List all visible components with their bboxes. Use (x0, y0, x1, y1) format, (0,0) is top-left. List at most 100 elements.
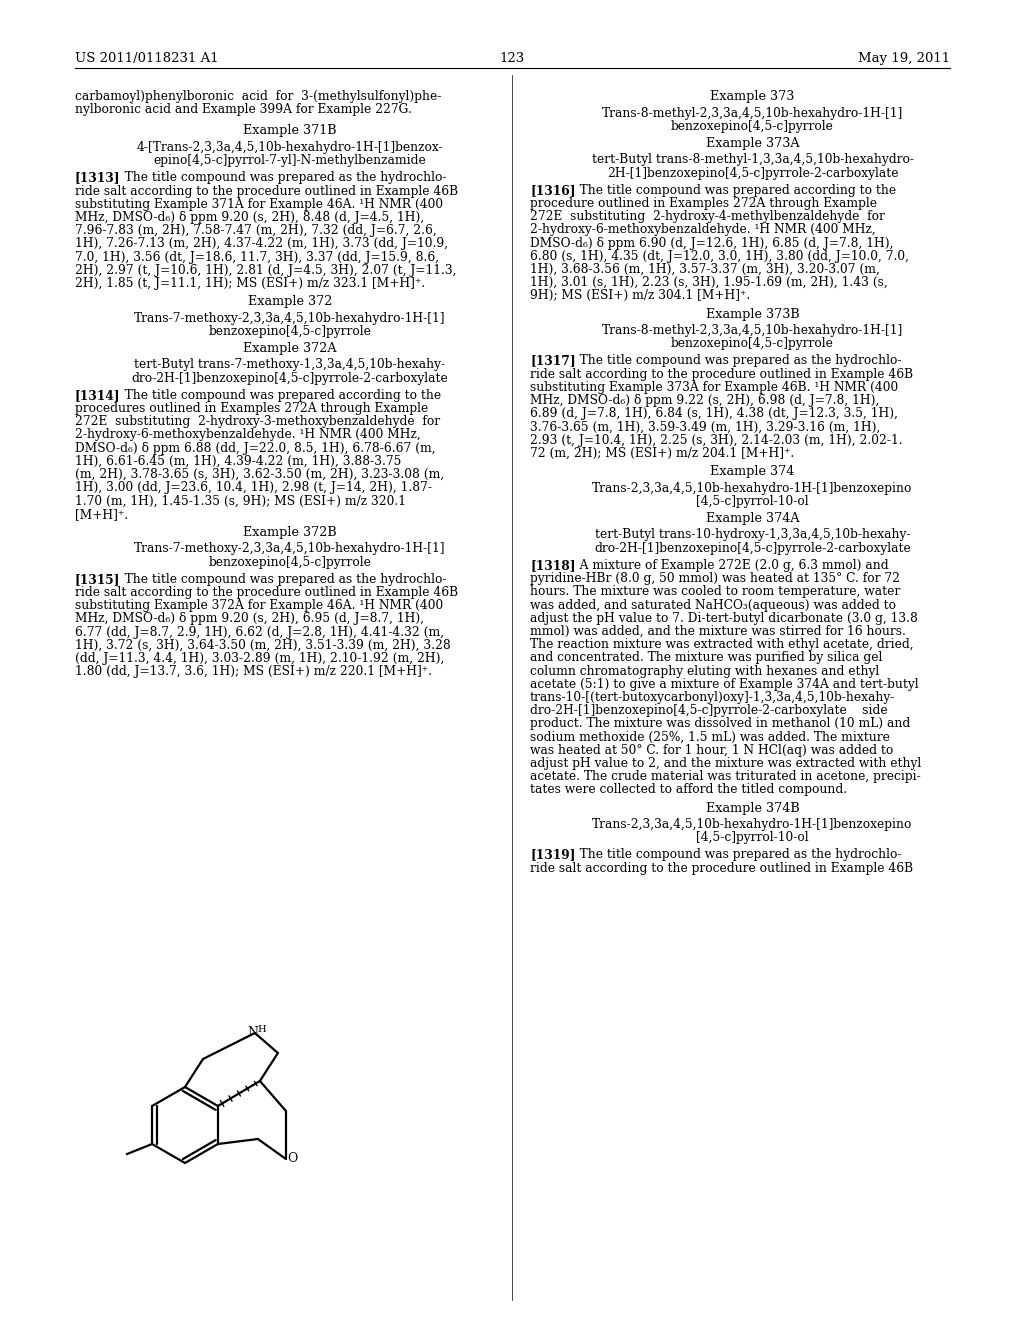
Text: 6.77 (dd, J=8.7, 2.9, 1H), 6.62 (d, J=2.8, 1H), 4.41-4.32 (m,: 6.77 (dd, J=8.7, 2.9, 1H), 6.62 (d, J=2.… (75, 626, 444, 639)
Text: Example 371B: Example 371B (244, 124, 337, 137)
Text: 1H), 6.61-6.45 (m, 1H), 4.39-4.22 (m, 1H), 3.88-3.75: 1H), 6.61-6.45 (m, 1H), 4.39-4.22 (m, 1H… (75, 455, 401, 467)
Text: The reaction mixture was extracted with ethyl acetate, dried,: The reaction mixture was extracted with … (530, 638, 913, 651)
Text: acetate (5:1) to give a mixture of Example 374A and tert-butyl: acetate (5:1) to give a mixture of Examp… (530, 677, 919, 690)
Text: 2H), 2.97 (t, J=10.6, 1H), 2.81 (d, J=4.5, 3H), 2.07 (t, J=11.3,: 2H), 2.97 (t, J=10.6, 1H), 2.81 (d, J=4.… (75, 264, 457, 277)
Text: A mixture of Example 272E (2.0 g, 6.3 mmol) and: A mixture of Example 272E (2.0 g, 6.3 mm… (568, 558, 889, 572)
Text: DMSO-d₆) δ ppm 6.88 (dd, J=22.0, 8.5, 1H), 6.78-6.67 (m,: DMSO-d₆) δ ppm 6.88 (dd, J=22.0, 8.5, 1H… (75, 442, 435, 454)
Text: 7.0, 1H), 3.56 (dt, J=18.6, 11.7, 3H), 3.37 (dd, J=15.9, 8.6,: 7.0, 1H), 3.56 (dt, J=18.6, 11.7, 3H), 3… (75, 251, 439, 264)
Text: [1315]: [1315] (75, 573, 121, 586)
Text: 72 (m, 2H); MS (ESI+) m/z 204.1 [M+H]⁺.: 72 (m, 2H); MS (ESI+) m/z 204.1 [M+H]⁺. (530, 447, 795, 459)
Text: [M+H]⁺.: [M+H]⁺. (75, 508, 128, 520)
Text: ride salt according to the procedure outlined in Example 46B: ride salt according to the procedure out… (530, 862, 913, 875)
Text: [1313]: [1313] (75, 172, 121, 185)
Text: was added, and saturated NaHCO₃(aqueous) was added to: was added, and saturated NaHCO₃(aqueous)… (530, 598, 896, 611)
Text: tates were collected to afford the titled compound.: tates were collected to afford the title… (530, 783, 847, 796)
Text: 4-[Trans-2,3,3a,4,5,10b-hexahydro-1H-[1]benzox-: 4-[Trans-2,3,3a,4,5,10b-hexahydro-1H-[1]… (136, 141, 443, 154)
Text: MHz, DMSO-d₆) δ ppm 9.20 (s, 2H), 8.48 (d, J=4.5, 1H),: MHz, DMSO-d₆) δ ppm 9.20 (s, 2H), 8.48 (… (75, 211, 424, 224)
Text: sodium methoxide (25%, 1.5 mL) was added. The mixture: sodium methoxide (25%, 1.5 mL) was added… (530, 730, 890, 743)
Text: H: H (257, 1024, 265, 1034)
Text: 2.93 (t, J=10.4, 1H), 2.25 (s, 3H), 2.14-2.03 (m, 1H), 2.02-1.: 2.93 (t, J=10.4, 1H), 2.25 (s, 3H), 2.14… (530, 434, 902, 446)
Text: adjust pH value to 2, and the mixture was extracted with ethyl: adjust pH value to 2, and the mixture wa… (530, 756, 922, 770)
Text: MHz, DMSO-d₆) δ ppm 9.22 (s, 2H), 6.98 (d, J=7.8, 1H),: MHz, DMSO-d₆) δ ppm 9.22 (s, 2H), 6.98 (… (530, 395, 880, 407)
Text: acetate. The crude material was triturated in acetone, precipi-: acetate. The crude material was triturat… (530, 770, 921, 783)
Text: tert-Butyl trans-10-hydroxy-1,3,3a,4,5,10b-hexahy-: tert-Butyl trans-10-hydroxy-1,3,3a,4,5,1… (595, 528, 910, 541)
Text: The title compound was prepared as the hydrochlo-: The title compound was prepared as the h… (113, 573, 446, 586)
Text: N: N (247, 1027, 258, 1040)
Text: [4,5-c]pyrrol-10-ol: [4,5-c]pyrrol-10-ol (696, 832, 809, 845)
Text: procedures outlined in Examples 272A through Example: procedures outlined in Examples 272A thr… (75, 403, 428, 414)
Text: and concentrated. The mixture was purified by silica gel: and concentrated. The mixture was purifi… (530, 651, 883, 664)
Text: The title compound was prepared according to the: The title compound was prepared accordin… (113, 389, 441, 401)
Text: [1318]: [1318] (530, 558, 575, 572)
Text: Example 374A: Example 374A (706, 512, 800, 525)
Text: ride salt according to the procedure outlined in Example 46B: ride salt according to the procedure out… (75, 185, 458, 198)
Text: Example 372A: Example 372A (243, 342, 337, 355)
Text: nylboronic acid and Example 399A for Example 227G.: nylboronic acid and Example 399A for Exa… (75, 103, 412, 116)
Text: benzoxepino[4,5-c]pyrrole: benzoxepino[4,5-c]pyrrole (671, 120, 834, 133)
Text: Trans-8-methyl-2,3,3a,4,5,10b-hexahydro-1H-[1]: Trans-8-methyl-2,3,3a,4,5,10b-hexahydro-… (602, 107, 903, 120)
Text: 272E  substituting  2-hydroxy-4-methylbenzaldehyde  for: 272E substituting 2-hydroxy-4-methylbenz… (530, 210, 885, 223)
Text: May 19, 2011: May 19, 2011 (858, 51, 950, 65)
Text: substituting Example 371A for Example 46A. ¹H NMR (400: substituting Example 371A for Example 46… (75, 198, 443, 211)
Text: tert-Butyl trans-8-methyl-1,3,3a,4,5,10b-hexahydro-: tert-Butyl trans-8-methyl-1,3,3a,4,5,10b… (592, 153, 913, 166)
Text: 1H), 3.72 (s, 3H), 3.64-3.50 (m, 2H), 3.51-3.39 (m, 2H), 3.28: 1H), 3.72 (s, 3H), 3.64-3.50 (m, 2H), 3.… (75, 639, 451, 652)
Text: 1.80 (dd, J=13.7, 3.6, 1H); MS (ESI+) m/z 220.1 [M+H]⁺.: 1.80 (dd, J=13.7, 3.6, 1H); MS (ESI+) m/… (75, 665, 432, 678)
Text: [1316]: [1316] (530, 183, 575, 197)
Text: MHz, DMSO-d₆) δ ppm 9.20 (s, 2H), 6.95 (d, J=8.7, 1H),: MHz, DMSO-d₆) δ ppm 9.20 (s, 2H), 6.95 (… (75, 612, 424, 626)
Text: dro-2H-[1]benzoxepino[4,5-c]pyrrole-2-carboxylate: dro-2H-[1]benzoxepino[4,5-c]pyrrole-2-ca… (132, 372, 449, 384)
Text: substituting Example 373A for Example 46B. ¹H NMR (400: substituting Example 373A for Example 46… (530, 381, 898, 393)
Text: The title compound was prepared as the hydrochlo-: The title compound was prepared as the h… (113, 172, 446, 185)
Text: 2-hydroxy-6-methoxybenzaldehyde. ¹H NMR (400 MHz,: 2-hydroxy-6-methoxybenzaldehyde. ¹H NMR … (75, 429, 421, 441)
Text: 7.96-7.83 (m, 2H), 7.58-7.47 (m, 2H), 7.32 (dd, J=6.7, 2.6,: 7.96-7.83 (m, 2H), 7.58-7.47 (m, 2H), 7.… (75, 224, 437, 238)
Text: 3.76-3.65 (m, 1H), 3.59-3.49 (m, 1H), 3.29-3.16 (m, 1H),: 3.76-3.65 (m, 1H), 3.59-3.49 (m, 1H), 3.… (530, 421, 881, 433)
Text: 123: 123 (500, 51, 524, 65)
Text: dro-2H-[1]benzoxepino[4,5-c]pyrrole-2-carboxylate: dro-2H-[1]benzoxepino[4,5-c]pyrrole-2-ca… (594, 541, 911, 554)
Text: Trans-7-methoxy-2,3,3a,4,5,10b-hexahydro-1H-[1]: Trans-7-methoxy-2,3,3a,4,5,10b-hexahydro… (134, 312, 445, 325)
Text: column chromatography eluting with hexanes and ethyl: column chromatography eluting with hexan… (530, 664, 880, 677)
Text: Example 373B: Example 373B (706, 308, 800, 321)
Text: Example 372: Example 372 (248, 296, 332, 308)
Text: benzoxepino[4,5-c]pyrrole: benzoxepino[4,5-c]pyrrole (671, 338, 834, 350)
Text: Example 373: Example 373 (711, 90, 795, 103)
Text: 1H), 3.01 (s, 1H), 2.23 (s, 3H), 1.95-1.69 (m, 2H), 1.43 (s,: 1H), 3.01 (s, 1H), 2.23 (s, 3H), 1.95-1.… (530, 276, 888, 289)
Text: Example 373A: Example 373A (706, 137, 800, 150)
Text: The title compound was prepared as the hydrochlo-: The title compound was prepared as the h… (568, 355, 901, 367)
Text: O: O (288, 1152, 298, 1166)
Text: 272E  substituting  2-hydroxy-3-methoxybenzaldehyde  for: 272E substituting 2-hydroxy-3-methoxyben… (75, 416, 440, 428)
Text: epino[4,5-c]pyrrol-7-yl]-N-methylbenzamide: epino[4,5-c]pyrrol-7-yl]-N-methylbenzami… (154, 154, 426, 168)
Text: dro-2H-[1]benzoxepino[4,5-c]pyrrole-2-carboxylate    side: dro-2H-[1]benzoxepino[4,5-c]pyrrole-2-ca… (530, 704, 888, 717)
Text: 1H), 3.00 (dd, J=23.6, 10.4, 1H), 2.98 (t, J=14, 2H), 1.87-: 1H), 3.00 (dd, J=23.6, 10.4, 1H), 2.98 (… (75, 482, 432, 494)
Text: DMSO-d₆) δ ppm 6.90 (d, J=12.6, 1H), 6.85 (d, J=7.8, 1H),: DMSO-d₆) δ ppm 6.90 (d, J=12.6, 1H), 6.8… (530, 236, 894, 249)
Text: carbamoyl)phenylboronic  acid  for  3-(methylsulfonyl)phe-: carbamoyl)phenylboronic acid for 3-(meth… (75, 90, 441, 103)
Text: 1H), 7.26-7.13 (m, 2H), 4.37-4.22 (m, 1H), 3.73 (dd, J=10.9,: 1H), 7.26-7.13 (m, 2H), 4.37-4.22 (m, 1H… (75, 238, 449, 251)
Text: procedure outlined in Examples 272A through Example: procedure outlined in Examples 272A thro… (530, 197, 877, 210)
Text: trans-10-[(tert-butoxycarbonyl)oxy]-1,3,3a,4,5,10b-hexahy-: trans-10-[(tert-butoxycarbonyl)oxy]-1,3,… (530, 690, 895, 704)
Text: 2-hydroxy-6-methoxybenzaldehyde. ¹H NMR (400 MHz,: 2-hydroxy-6-methoxybenzaldehyde. ¹H NMR … (530, 223, 876, 236)
Text: 6.89 (d, J=7.8, 1H), 6.84 (s, 1H), 4.38 (dt, J=12.3, 3.5, 1H),: 6.89 (d, J=7.8, 1H), 6.84 (s, 1H), 4.38 … (530, 408, 898, 420)
Text: hours. The mixture was cooled to room temperature, water: hours. The mixture was cooled to room te… (530, 585, 900, 598)
Text: Example 374: Example 374 (711, 465, 795, 478)
Text: Trans-2,3,3a,4,5,10b-hexahydro-1H-[1]benzoxepino: Trans-2,3,3a,4,5,10b-hexahydro-1H-[1]ben… (592, 482, 912, 495)
Text: [1319]: [1319] (530, 849, 575, 862)
Text: The title compound was prepared according to the: The title compound was prepared accordin… (568, 183, 896, 197)
Text: [1317]: [1317] (530, 355, 575, 367)
Text: 6.80 (s, 1H), 4.35 (dt, J=12.0, 3.0, 1H), 3.80 (dd, J=10.0, 7.0,: 6.80 (s, 1H), 4.35 (dt, J=12.0, 3.0, 1H)… (530, 249, 909, 263)
Text: ride salt according to the procedure outlined in Example 46B: ride salt according to the procedure out… (530, 368, 913, 380)
Text: substituting Example 372A for Example 46A. ¹H NMR (400: substituting Example 372A for Example 46… (75, 599, 443, 612)
Text: Trans-7-methoxy-2,3,3a,4,5,10b-hexahydro-1H-[1]: Trans-7-methoxy-2,3,3a,4,5,10b-hexahydro… (134, 543, 445, 556)
Text: tert-Butyl trans-7-methoxy-1,3,3a,4,5,10b-hexahy-: tert-Butyl trans-7-methoxy-1,3,3a,4,5,10… (134, 359, 445, 371)
Text: ride salt according to the procedure outlined in Example 46B: ride salt according to the procedure out… (75, 586, 458, 599)
Text: 2H), 1.85 (t, J=11.1, 1H); MS (ESI+) m/z 323.1 [M+H]⁺.: 2H), 1.85 (t, J=11.1, 1H); MS (ESI+) m/z… (75, 277, 425, 290)
Text: [4,5-c]pyrrol-10-ol: [4,5-c]pyrrol-10-ol (696, 495, 809, 508)
Text: pyridine-HBr (8.0 g, 50 mmol) was heated at 135° C. for 72: pyridine-HBr (8.0 g, 50 mmol) was heated… (530, 572, 900, 585)
Text: was heated at 50° C. for 1 hour, 1 N HCl(aq) was added to: was heated at 50° C. for 1 hour, 1 N HCl… (530, 743, 893, 756)
Text: The title compound was prepared as the hydrochlo-: The title compound was prepared as the h… (568, 849, 901, 862)
Text: benzoxepino[4,5-c]pyrrole: benzoxepino[4,5-c]pyrrole (209, 325, 372, 338)
Text: US 2011/0118231 A1: US 2011/0118231 A1 (75, 51, 219, 65)
Text: Trans-8-methyl-2,3,3a,4,5,10b-hexahydro-1H-[1]: Trans-8-methyl-2,3,3a,4,5,10b-hexahydro-… (602, 325, 903, 337)
Text: adjust the pH value to 7. Di-tert-butyl dicarbonate (3.0 g, 13.8: adjust the pH value to 7. Di-tert-butyl … (530, 611, 918, 624)
Text: 9H); MS (ESI+) m/z 304.1 [M+H]⁺.: 9H); MS (ESI+) m/z 304.1 [M+H]⁺. (530, 289, 751, 302)
Text: (dd, J=11.3, 4.4, 1H), 3.03-2.89 (m, 1H), 2.10-1.92 (m, 2H),: (dd, J=11.3, 4.4, 1H), 3.03-2.89 (m, 1H)… (75, 652, 444, 665)
Text: Trans-2,3,3a,4,5,10b-hexahydro-1H-[1]benzoxepino: Trans-2,3,3a,4,5,10b-hexahydro-1H-[1]ben… (592, 818, 912, 832)
Text: Example 372B: Example 372B (243, 525, 337, 539)
